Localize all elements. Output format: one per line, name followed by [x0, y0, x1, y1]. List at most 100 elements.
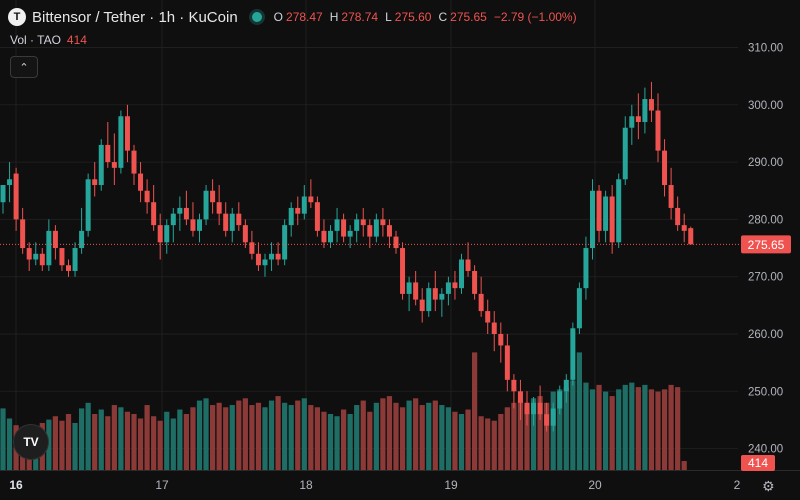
volume-bar: [393, 402, 399, 470]
volume-bar: [504, 407, 510, 470]
time-axis[interactable]: 16 17 18 19 20 2: [9, 478, 740, 492]
volume-bar: [223, 407, 229, 470]
candle-body: [20, 219, 26, 249]
volume-bar: [151, 416, 157, 470]
volume-bar: [6, 418, 13, 470]
volume-bar: [52, 416, 58, 470]
volume-label: Vol · TAO: [10, 33, 61, 47]
volume-bar: [98, 409, 104, 470]
candle-body: [498, 334, 504, 346]
volume-bar: [367, 411, 373, 470]
candle-body: [367, 225, 373, 237]
volume-bar: [157, 420, 163, 470]
symbol-title[interactable]: Bittensor / Tether · 1h · KuCoin: [32, 8, 238, 26]
candle-body: [197, 219, 202, 231]
price-tick-label: 300.00: [748, 100, 783, 112]
bittensor-logo-icon: T: [8, 8, 26, 26]
time-tick-label: 16: [9, 478, 23, 492]
candle-body: [275, 253, 281, 260]
candle-body: [360, 219, 366, 226]
last-price-tag: [741, 235, 791, 254]
candle-body: [635, 116, 641, 122]
candle-body: [576, 288, 582, 329]
volume-bar: [386, 396, 393, 470]
candle-body: [301, 196, 307, 214]
candle-body: [563, 379, 569, 392]
candle-body: [177, 207, 183, 214]
candle-body: [164, 225, 170, 243]
volume-bar: [65, 414, 72, 470]
price-axis[interactable]: 240.00 250.00 260.00 270.00 280.00 290.00 300.…: [748, 43, 783, 456]
candle-body: [216, 202, 222, 214]
volume-bar: [288, 405, 294, 470]
price-tick-label: 240.00: [748, 444, 783, 456]
time-tick-label: 18: [299, 478, 313, 492]
volume-bar: [131, 414, 137, 470]
candle-body: [642, 99, 648, 122]
volume-bar: [511, 402, 517, 470]
candle-body: [170, 213, 176, 226]
volume-bar: [426, 402, 432, 470]
volume-bar: [46, 419, 52, 470]
candle-body: [288, 207, 294, 226]
low-value: 275.60: [394, 10, 432, 24]
candle-body: [459, 259, 464, 289]
candle-body: [203, 190, 209, 220]
candle-body: [445, 282, 451, 294]
volume-bar: [216, 402, 222, 470]
price-tick-label: 280.00: [748, 214, 783, 226]
candle-body: [622, 127, 628, 180]
candle-body: [210, 190, 216, 203]
candle-body: [419, 299, 425, 312]
candle-body: [583, 248, 589, 289]
candle-body: [314, 202, 320, 231]
time-tick-label: 19: [444, 478, 458, 492]
volume-bar: [530, 398, 537, 470]
candle-body: [465, 259, 471, 271]
volume-bar: [360, 400, 366, 470]
volume-bar: [603, 391, 609, 470]
collapse-legend-button[interactable]: ⌃: [10, 56, 38, 78]
candle-body: [33, 253, 39, 260]
candle-body: [183, 207, 189, 220]
tradingview-logo-icon[interactable]: TV: [13, 424, 49, 460]
volume-bar: [0, 408, 6, 470]
volume-bar: [341, 409, 347, 470]
price-tick-label: 260.00: [748, 329, 783, 341]
candle-body: [596, 190, 602, 231]
volume-bar: [629, 382, 635, 470]
candle-body: [26, 248, 32, 260]
candle-body: [452, 282, 458, 289]
volume-bar: [105, 416, 111, 470]
volume-bar: [655, 391, 661, 470]
time-tick-label: 2: [734, 478, 741, 492]
price-tick-label: 310.00: [748, 43, 783, 55]
candle-body: [609, 196, 615, 243]
last-volume-value: 414: [748, 456, 768, 470]
volume-bar: [413, 398, 419, 470]
candle-body: [439, 293, 445, 300]
price-tags: 275.65 414: [741, 235, 791, 471]
price-tick-label: 270.00: [748, 272, 783, 284]
candle-body: [242, 225, 248, 243]
candle-body: [151, 202, 157, 226]
volume-bar: [668, 384, 674, 470]
gear-icon[interactable]: ⚙: [762, 478, 775, 494]
candle-body: [295, 207, 301, 214]
candle-body: [328, 230, 333, 243]
candle-body: [472, 270, 478, 294]
volume-bar: [635, 387, 641, 470]
volume-bar: [452, 411, 458, 470]
candle-body: [341, 219, 347, 237]
volume-bar: [563, 387, 569, 470]
candle-body: [111, 162, 117, 168]
candle-body: [347, 230, 353, 237]
candle-body: [432, 288, 438, 300]
candle-body: [537, 402, 543, 415]
candle-body: [118, 116, 124, 168]
candle-body: [478, 293, 484, 312]
open-label: O: [273, 10, 284, 24]
volume-bar: [301, 398, 307, 470]
volume-bar: [406, 400, 412, 470]
